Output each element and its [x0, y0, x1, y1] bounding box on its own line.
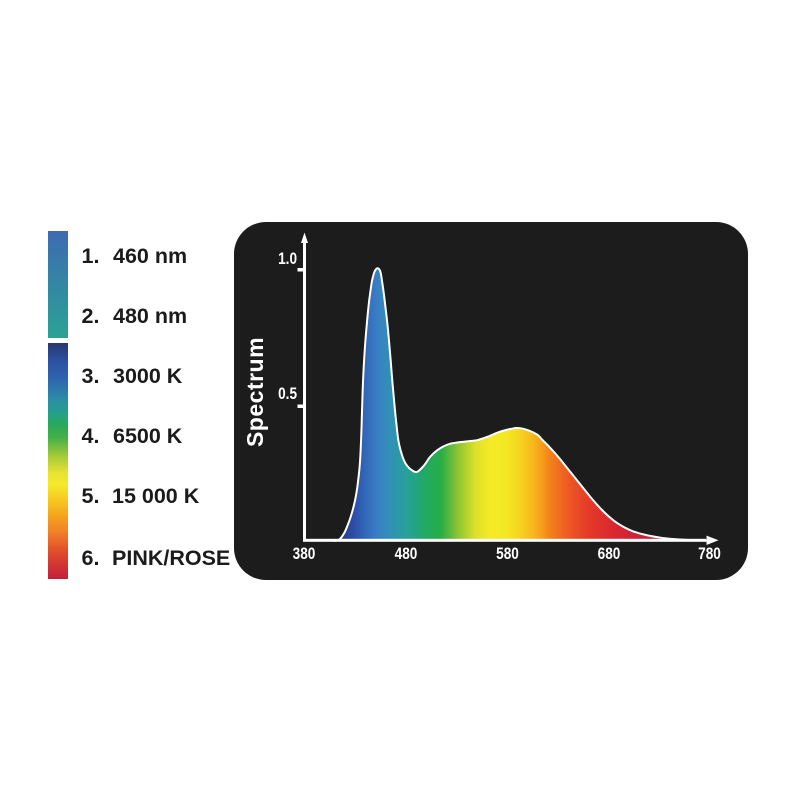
- svg-text:PINK/ROSE: PINK/ROSE: [112, 546, 230, 570]
- svg-text:6.: 6.: [82, 546, 100, 570]
- svg-text:Spectrum: Spectrum: [242, 337, 268, 447]
- svg-text:5.: 5.: [82, 484, 100, 508]
- svg-text:2.: 2.: [82, 304, 100, 328]
- svg-text:380: 380: [293, 545, 316, 564]
- svg-text:480 nm: 480 nm: [113, 304, 187, 328]
- svg-text:780: 780: [698, 545, 721, 564]
- svg-text:0.5: 0.5: [278, 385, 297, 404]
- svg-text:680: 680: [598, 545, 621, 564]
- svg-text:1.: 1.: [82, 244, 100, 268]
- svg-text:480: 480: [395, 545, 418, 564]
- svg-text:4.: 4.: [82, 424, 100, 448]
- svg-text:3000 K: 3000 K: [113, 364, 183, 388]
- svg-text:1.0: 1.0: [278, 250, 297, 269]
- svg-text:460 nm: 460 nm: [113, 244, 187, 268]
- svg-text:15 000 K: 15 000 K: [112, 484, 200, 508]
- svg-text:3.: 3.: [82, 364, 100, 388]
- svg-text:580: 580: [496, 545, 519, 564]
- svg-text:6500 K: 6500 K: [113, 424, 183, 448]
